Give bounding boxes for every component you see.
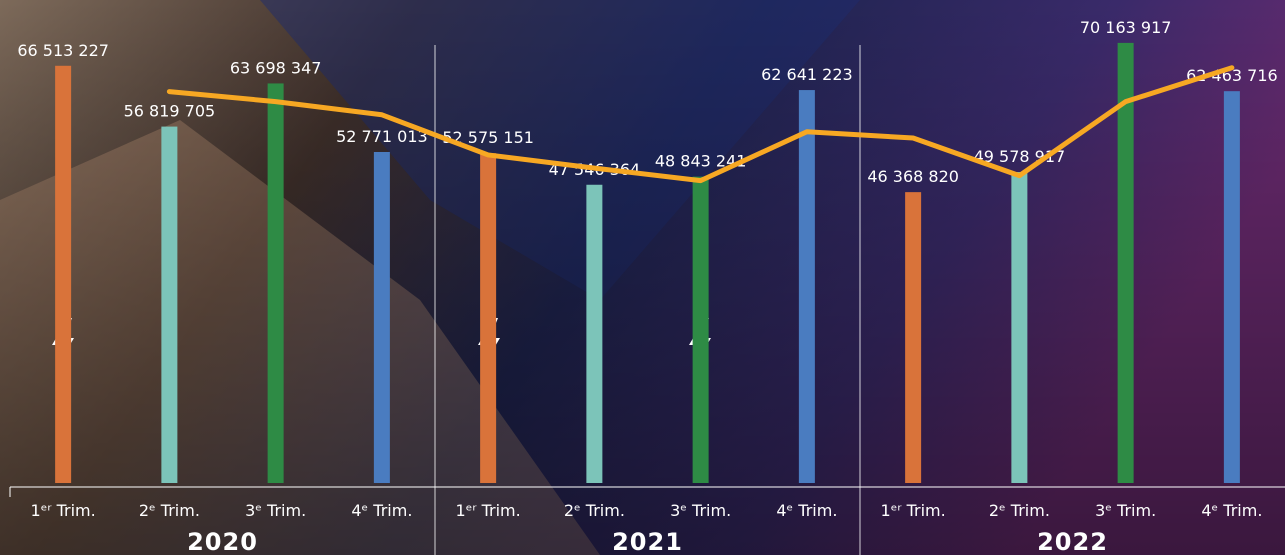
value-label: 62 641 223: [761, 65, 853, 84]
bar: [1223, 91, 1240, 484]
x-tick-label: 1ᵉʳ Trim.: [881, 501, 946, 520]
bar: [267, 83, 284, 483]
bar: [905, 192, 922, 483]
year-label: 2021: [612, 528, 683, 555]
x-tick-label: 2ᵉ Trim.: [139, 501, 200, 520]
x-tick-label: 4ᵉ Trim.: [351, 501, 412, 520]
x-tick-label: 3ᵉ Trim.: [1095, 501, 1156, 520]
x-tick-label: 4ᵉ Trim.: [776, 501, 837, 520]
bar: [480, 153, 497, 483]
bar: [798, 90, 815, 483]
value-label: 62 463 716: [1186, 66, 1278, 85]
bar: [161, 126, 178, 484]
bar: [55, 65, 72, 483]
x-tick-label: 1ᵉʳ Trim.: [456, 501, 521, 520]
x-tick-label: 2ᵉ Trim.: [989, 501, 1050, 520]
value-label: 52 575 151: [442, 128, 534, 147]
value-label: 63 698 347: [230, 58, 322, 77]
bar: [1117, 42, 1134, 483]
bar: [1011, 172, 1028, 483]
bar: [373, 151, 390, 484]
value-label: 52 771 013: [336, 127, 428, 146]
bar: [692, 176, 709, 483]
value-label: 46 368 820: [867, 167, 959, 186]
x-tick-label: 1ᵉʳ Trim.: [31, 501, 96, 520]
x-tick-label: 3ᵉ Trim.: [245, 501, 306, 520]
x-tick-label: 4ᵉ Trim.: [1201, 501, 1262, 520]
x-tick-label: 3ᵉ Trim.: [670, 501, 731, 520]
year-label: 2020: [187, 528, 258, 555]
value-label: 70 163 917: [1080, 18, 1172, 37]
year-label: 2022: [1037, 528, 1108, 555]
value-label: 56 819 705: [124, 102, 216, 121]
trend-line: [166, 65, 1235, 184]
bar: [586, 184, 603, 483]
value-label: 66 513 227: [17, 41, 109, 60]
x-tick-label: 2ᵉ Trim.: [564, 501, 625, 520]
value-label: 48 843 241: [655, 152, 747, 171]
